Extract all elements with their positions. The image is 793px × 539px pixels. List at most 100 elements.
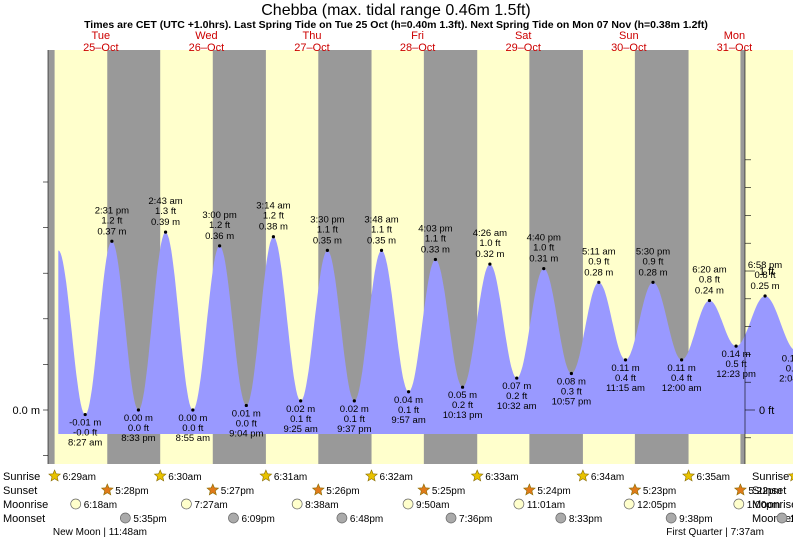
moonset-time: 8:33pm xyxy=(569,514,602,525)
low-tide-ft: 0.0 ft xyxy=(182,423,203,434)
moonrise-icon xyxy=(291,498,303,510)
tide-point xyxy=(271,235,276,239)
sunset-time: 5:26pm xyxy=(326,486,359,497)
sunset-time: 5:25pm xyxy=(432,486,465,497)
high-tide-ft: 1.1 ft xyxy=(425,234,446,245)
day-date: 30–Oct xyxy=(611,42,646,54)
moonrise-icon xyxy=(181,498,192,510)
sunset-icon xyxy=(417,483,431,496)
moonset-time: 6:48pm xyxy=(350,514,383,525)
high-tide-m: 0.28 m xyxy=(584,267,613,278)
high-tide-ft: 0.9 ft xyxy=(588,256,609,267)
low-tide-m: 0.11 m xyxy=(611,363,639,374)
y-tick-label-m: 0.0 m xyxy=(12,405,40,417)
day-date: 29–Oct xyxy=(505,42,540,54)
day-date: 28–Oct xyxy=(400,42,435,54)
moonset-time: 6:09pm xyxy=(241,514,274,525)
sunrise-icon xyxy=(365,469,378,482)
low-tide-m: 0.01 m xyxy=(232,408,261,419)
low-tide-time: 10:13 pm xyxy=(443,410,483,421)
chart-subtitle: Times are CET (UTC +1.0hrs). Last Spring… xyxy=(84,19,708,31)
low-tide-time: 9:57 am xyxy=(391,415,425,426)
moonset-time: 7:36pm xyxy=(459,514,492,525)
sunrise-time: 6:34am xyxy=(591,472,624,483)
high-tide-time: 5:30 pm xyxy=(636,246,670,257)
tide-point xyxy=(163,230,168,234)
high-tide-ft: 1.0 ft xyxy=(533,243,554,254)
low-tide-ft: 0.0 ft xyxy=(128,423,149,434)
moonset-icon xyxy=(445,512,457,524)
day-date: 26–Oct xyxy=(189,42,224,54)
tide-point xyxy=(763,294,767,298)
sunrise-icon xyxy=(470,469,484,482)
low-tide-time: 10:32 am xyxy=(497,401,537,412)
sunset-icon xyxy=(733,483,747,496)
moonrise-icon xyxy=(70,498,82,510)
tide-point xyxy=(352,399,356,403)
sunrise-icon xyxy=(576,469,590,482)
day-of-week: Wed xyxy=(195,30,217,42)
high-tide-m: 0.39 m xyxy=(151,217,180,228)
low-tide-m: 0.00 m xyxy=(178,413,207,424)
moonrise-icon xyxy=(623,498,635,510)
moonset-icon xyxy=(776,512,788,524)
high-tide-time: 6:20 am xyxy=(692,265,726,276)
high-tide-ft: 1.2 ft xyxy=(263,211,284,222)
sunrise-icon xyxy=(787,472,793,482)
low-tide-time: 8:55 am xyxy=(176,433,210,444)
tide-curve-group xyxy=(58,232,793,434)
tide-point xyxy=(110,239,114,243)
high-tide-m: 0.25 m xyxy=(751,281,780,292)
sunrise-icon xyxy=(682,469,696,482)
high-tide-time: 3:00 pm xyxy=(202,210,236,221)
low-tide-time: 12:00 am xyxy=(662,383,702,394)
high-tide-m: 0.28 m xyxy=(638,267,667,278)
sunset-time: 5:27pm xyxy=(221,486,254,497)
low-tide-ft: 0.4 ft xyxy=(786,364,793,375)
low-tide-time: 9:37 pm xyxy=(337,424,371,435)
high-tide-time: 4:40 pm xyxy=(527,233,561,244)
moonrise-time: 9:50am xyxy=(416,500,449,511)
moonset-icon xyxy=(228,512,239,524)
sunrise-icon xyxy=(153,469,167,482)
sunrise-time: 6:33am xyxy=(485,472,518,483)
moonset-time: 9:38pm xyxy=(679,514,712,525)
sunrise-time: 6:35am xyxy=(697,472,730,483)
low-tide-ft: 0.1 ft xyxy=(290,414,311,425)
low-tide-time: 9:25 am xyxy=(283,424,317,435)
high-tide-ft: 0.8 ft xyxy=(755,270,776,281)
low-tide-time: 9:04 pm xyxy=(229,428,263,439)
low-tide-time: 8:27 am xyxy=(68,438,102,449)
astronomy-rows: Sunrise Sunrise 6:29am 6:30am 6:31am 6:32am 6:… xyxy=(3,469,793,538)
moonrise-time: 6:18am xyxy=(84,500,117,511)
moonrise-time: 1:00pm xyxy=(747,500,780,511)
sunrise-time: 6:31am xyxy=(274,472,307,483)
tide-point xyxy=(623,358,628,362)
low-tide-ft: 0.1 ft xyxy=(398,405,419,416)
moonset-icon xyxy=(665,512,677,524)
moonset-row-label-left: Moonset xyxy=(3,513,45,525)
sunrise-row-label-left: Sunrise xyxy=(3,471,40,483)
low-tide-ft: 0.4 ft xyxy=(615,373,636,384)
tide-point xyxy=(460,385,465,389)
tide-point xyxy=(488,262,492,266)
low-tide-time: 8:33 pm xyxy=(121,433,155,444)
tide-point xyxy=(379,248,384,252)
high-tide-ft: 1.2 ft xyxy=(101,215,122,226)
high-tide-time: 3:30 pm xyxy=(310,214,344,225)
day-date: 27–Oct xyxy=(294,42,329,54)
high-tide-m: 0.35 m xyxy=(367,235,396,246)
low-tide-ft: 0.3 ft xyxy=(561,387,582,398)
tide-point xyxy=(569,371,573,376)
sunrise-time: 6:30am xyxy=(168,472,201,483)
moonset-icon xyxy=(336,512,348,524)
tide-labels: -0.01 m-0.0 ft8:27 am2:31 pm1.2 ft0.37 m… xyxy=(68,196,793,448)
low-tide-ft: 0.0 ft xyxy=(236,418,257,429)
low-tide-time: 2:04 am xyxy=(779,374,793,385)
high-tide-m: 0.24 m xyxy=(695,286,724,297)
low-tide-ft: 0.2 ft xyxy=(506,391,527,402)
day-of-week: Mon xyxy=(724,30,745,42)
sunrise-time: 6:32am xyxy=(380,472,413,483)
tide-point xyxy=(406,390,411,394)
